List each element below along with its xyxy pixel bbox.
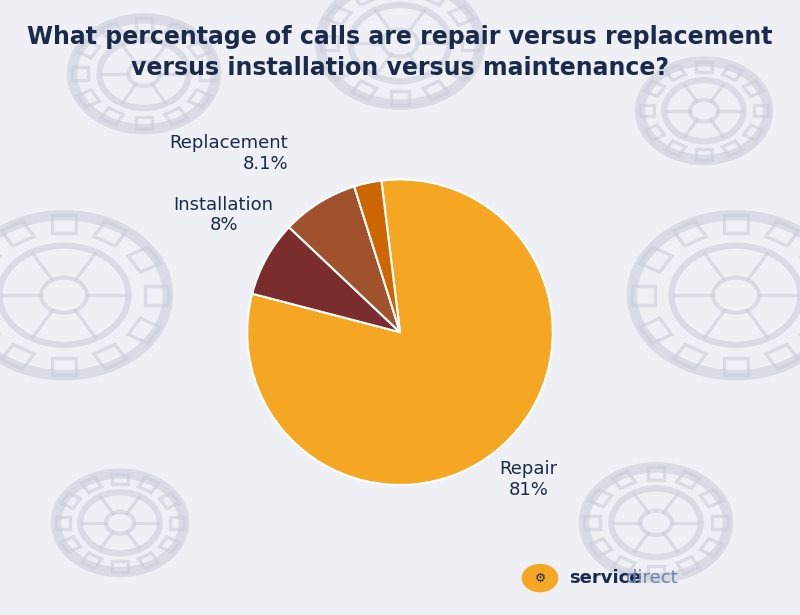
- Text: ⚙: ⚙: [534, 571, 546, 585]
- Wedge shape: [252, 227, 400, 332]
- Text: Repair
81%: Repair 81%: [500, 460, 558, 499]
- Text: What percentage of calls are repair versus replacement
versus installation versu: What percentage of calls are repair vers…: [27, 25, 773, 80]
- Text: Replacement
8.1%: Replacement 8.1%: [170, 134, 288, 173]
- Text: direct: direct: [626, 569, 678, 587]
- Text: Installation
8%: Installation 8%: [174, 196, 274, 234]
- Wedge shape: [354, 181, 400, 332]
- Text: service: service: [570, 569, 642, 587]
- Wedge shape: [247, 180, 553, 485]
- Wedge shape: [289, 186, 400, 332]
